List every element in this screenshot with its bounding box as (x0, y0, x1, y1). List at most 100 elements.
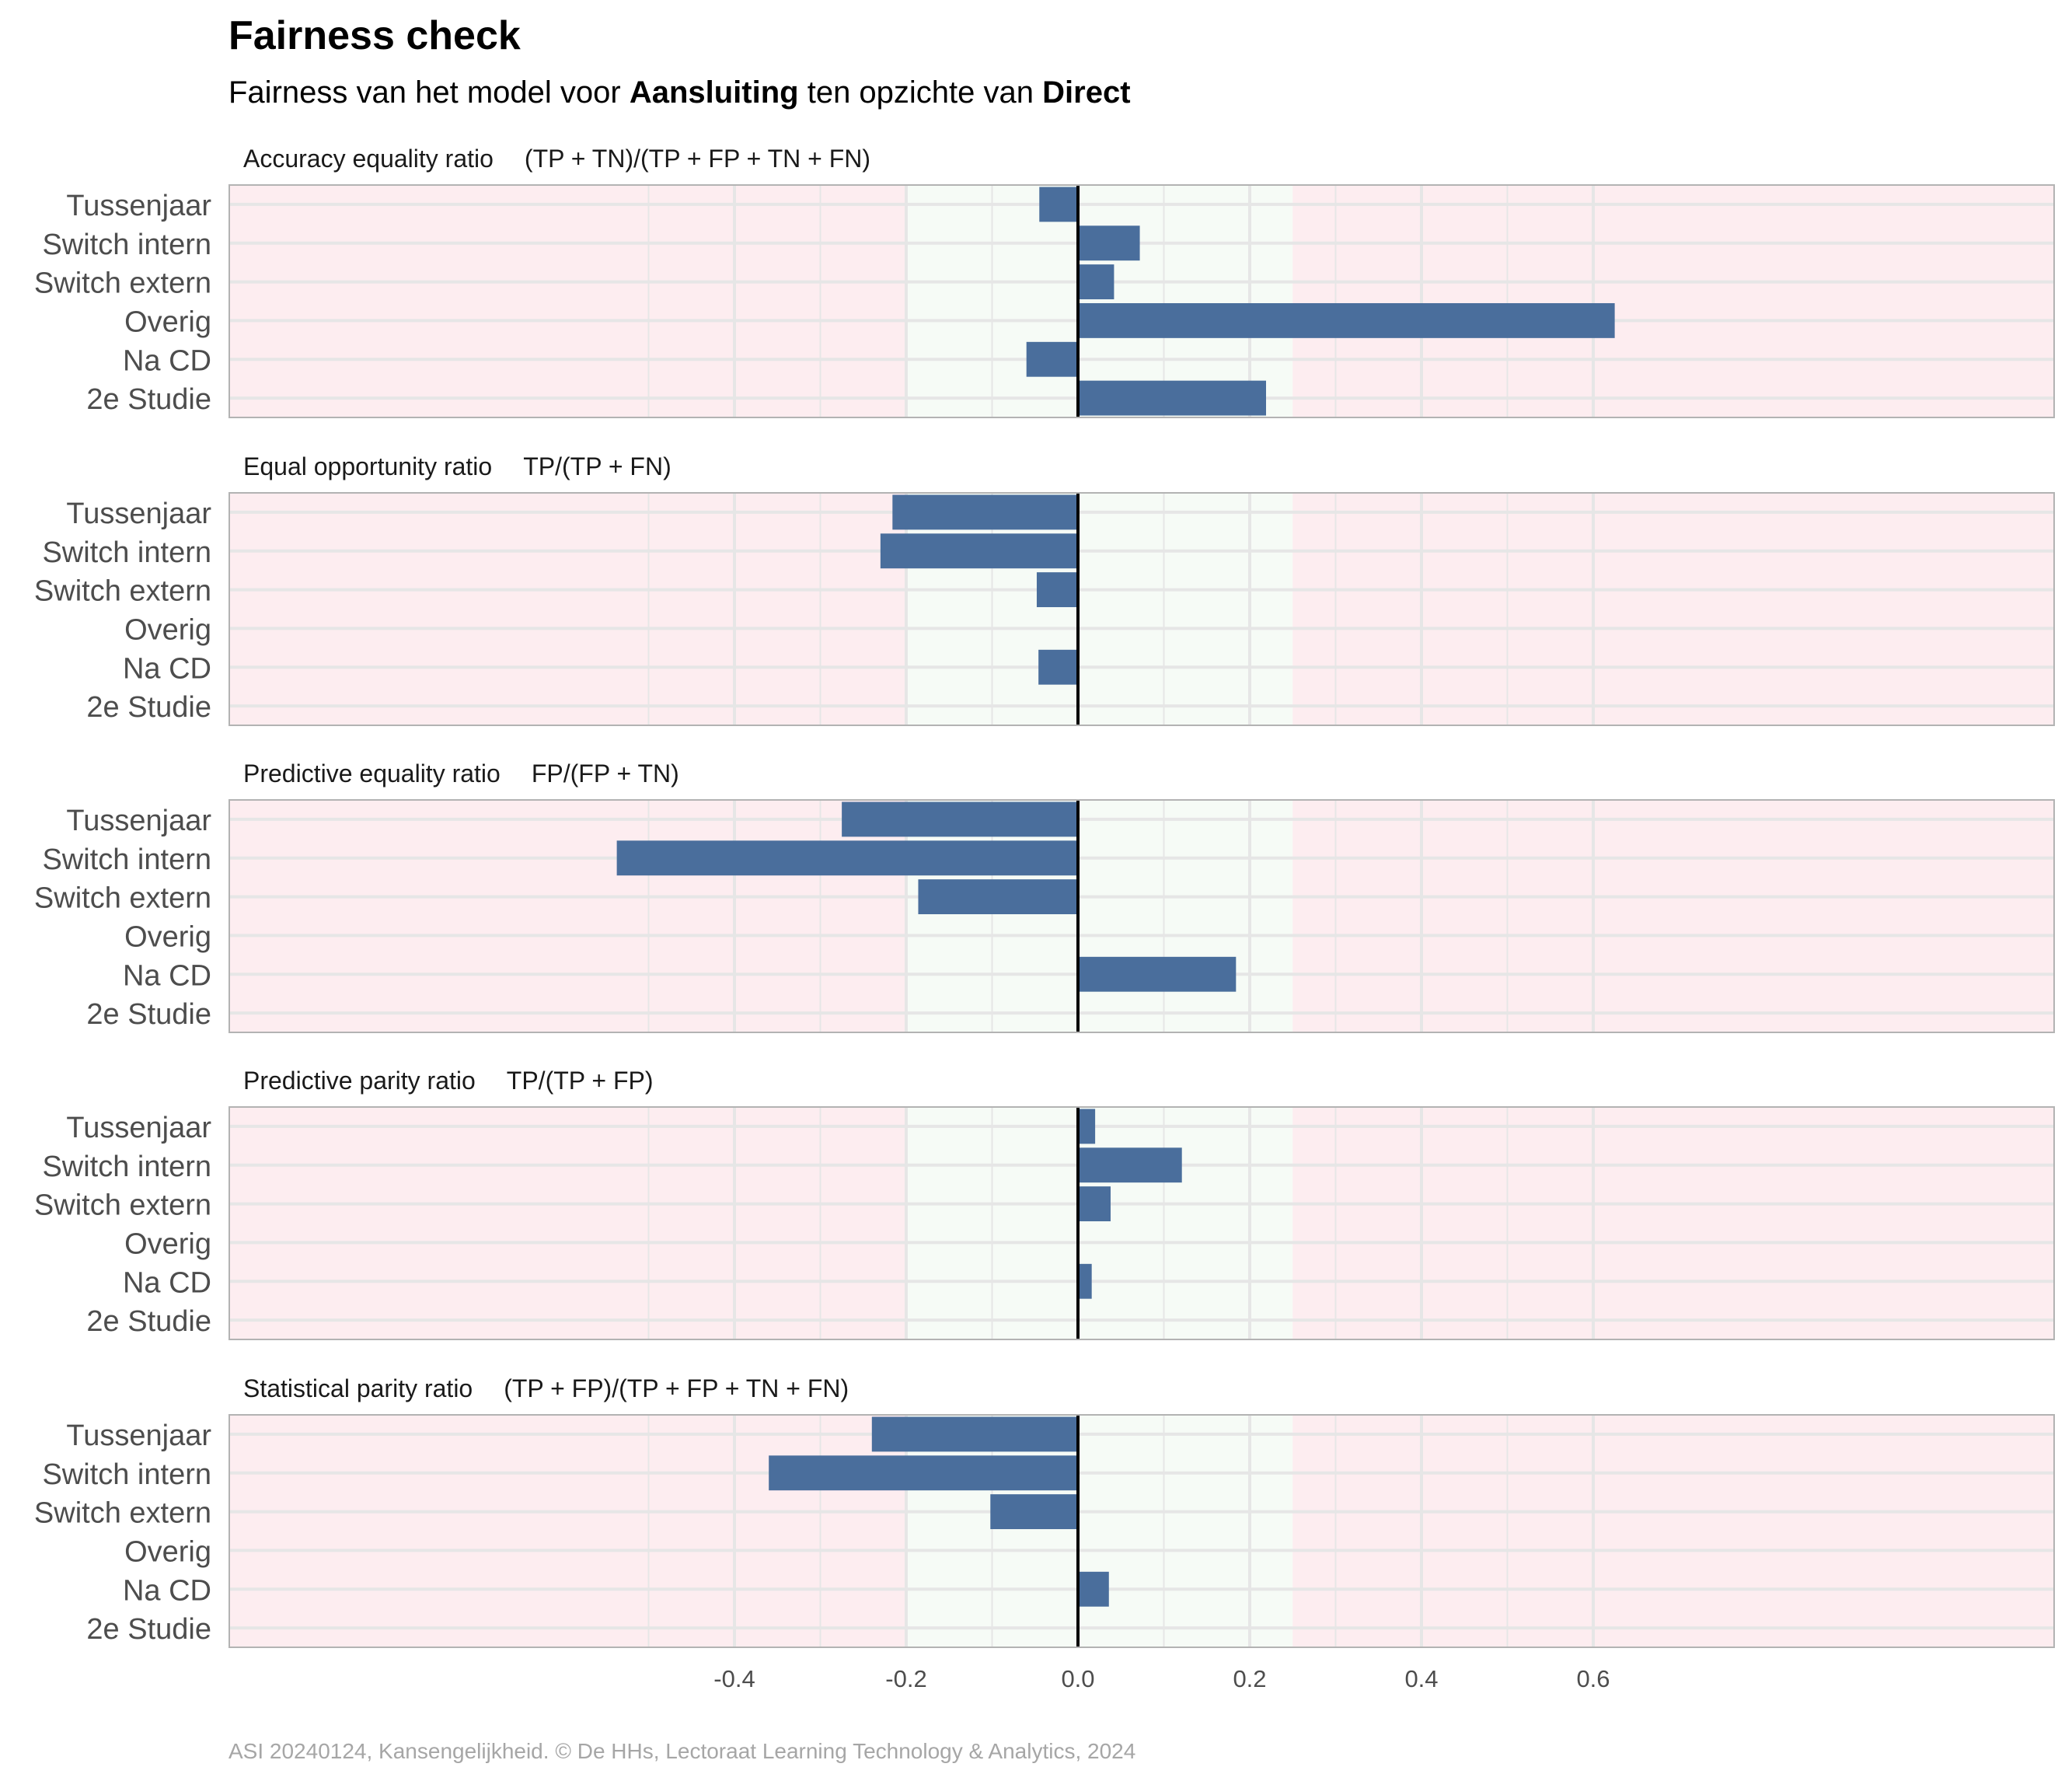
x-tick-label: 0.4 (1404, 1665, 1438, 1692)
unfair-zone-right (1292, 1107, 2054, 1339)
bar-switch-extern (990, 1494, 1078, 1530)
bar-na-cd (1026, 341, 1078, 377)
bar-switch-intern (1078, 1147, 1182, 1183)
bar-na-cd (1038, 649, 1078, 685)
category-label: Overig (124, 1227, 211, 1260)
panel-metric-formula: TP/(TP + FP) (507, 1067, 654, 1095)
x-tick-label: 0.6 (1576, 1665, 1610, 1692)
panel-statistical-parity-ratio: Statistical parity ratio (TP + FP)/(TP + … (34, 1374, 2055, 1648)
panel-metric-formula: TP/(TP + FN) (523, 452, 671, 480)
x-tick-label: -0.4 (713, 1665, 755, 1692)
unfair-zone-left (229, 1415, 906, 1647)
bar-tussenjaar (892, 494, 1078, 530)
category-label: Switch intern (42, 229, 211, 261)
subtitle-prefix: Fairness van het model voor (228, 75, 630, 110)
panel-border (228, 1106, 2055, 1340)
category-label: Tussenjaar (66, 1420, 211, 1452)
fair-zone (906, 1415, 1293, 1647)
panel-metric-name: Statistical parity ratio (243, 1374, 473, 1402)
bar-overig (1078, 302, 1615, 338)
category-label: Na CD (123, 1574, 211, 1607)
fair-zone (906, 185, 1293, 417)
panel-title: Equal opportunity ratio TP/(TP + FN) (243, 452, 671, 480)
chart-subtitle: Fairness van het model voor Aansluiting … (228, 75, 1131, 110)
bar-2e-studie (1078, 380, 1266, 416)
unfair-zone-right (1292, 1415, 2054, 1647)
bar-tussenjaar (871, 1416, 1078, 1452)
category-label: Tussenjaar (66, 190, 211, 222)
unfair-zone-right (1292, 800, 2054, 1032)
panel-title: Statistical parity ratio (TP + FP)/(TP + … (243, 1374, 849, 1402)
subtitle-middle: ten opzichte van (799, 75, 1043, 110)
chart-title: Fairness check (228, 13, 521, 58)
panel-border (228, 799, 2055, 1033)
panel-predictive-parity-ratio: Predictive parity ratio TP/(TP + FP) Tusse… (34, 1067, 2055, 1340)
subtitle-reference: Direct (1042, 75, 1130, 110)
panel-predictive-equality-ratio: Predictive equality ratio FP/(FP + TN) Tus… (34, 760, 2055, 1033)
category-label: 2e Studie (86, 1613, 211, 1646)
category-label: Overig (124, 613, 211, 646)
category-label: Tussenjaar (66, 498, 211, 530)
category-label: Tussenjaar (66, 805, 211, 837)
panel-title: Predictive equality ratio FP/(FP + TN) (243, 760, 679, 787)
category-label: Switch extern (34, 1189, 211, 1222)
panel-accuracy-equality-ratio: Accuracy equality ratio (TP + TN)/(TP + F… (34, 145, 2055, 418)
bar-tussenjaar (1078, 1109, 1096, 1144)
bar-switch-intern (1078, 225, 1140, 261)
subtitle-model: Aansluiting (630, 75, 799, 110)
bar-switch-extern (918, 879, 1078, 915)
bar-switch-intern (616, 840, 1078, 876)
bar-switch-intern (769, 1455, 1078, 1491)
chart-caption: ASI 20240124, Kansengelijkheid. © De HHs… (228, 1739, 1135, 1763)
x-tick-label: 0.0 (1061, 1665, 1094, 1692)
unfair-zone-left (229, 185, 906, 417)
category-label: Switch intern (42, 536, 211, 569)
unfair-zone-left (229, 1107, 906, 1339)
category-label: Tussenjaar (66, 1112, 211, 1144)
panel-equal-opportunity-ratio: Equal opportunity ratio TP/(TP + FN) Tusse… (34, 452, 2055, 726)
category-label: Switch extern (34, 1497, 211, 1530)
x-tick-label: 0.2 (1233, 1665, 1266, 1692)
chart-panels: Accuracy equality ratio (TP + TN)/(TP + F… (34, 145, 2055, 1648)
x-axis: -0.4 -0.2 0.0 0.2 0.4 0.6 (713, 1665, 1610, 1692)
panel-title: Predictive parity ratio TP/(TP + FP) (243, 1067, 654, 1095)
category-label: Switch extern (34, 575, 211, 608)
panel-metric-name: Predictive parity ratio (243, 1067, 476, 1095)
category-label: 2e Studie (86, 691, 211, 724)
category-label: 2e Studie (86, 1305, 211, 1338)
bar-switch-extern (1078, 264, 1114, 300)
panel-title: Accuracy equality ratio (TP + TN)/(TP + F… (243, 145, 870, 173)
panel-metric-name: Equal opportunity ratio (243, 452, 492, 480)
bar-switch-intern (880, 533, 1078, 569)
fair-zone (906, 493, 1293, 725)
bar-tussenjaar (842, 801, 1078, 837)
panel-metric-formula: FP/(FP + TN) (532, 760, 679, 787)
category-label: 2e Studie (86, 998, 211, 1031)
panel-metric-name: Accuracy equality ratio (243, 145, 494, 173)
bar-switch-extern (1078, 1186, 1111, 1222)
unfair-zone-right (1292, 493, 2054, 725)
category-label: Overig (124, 920, 211, 953)
fair-zone (906, 800, 1293, 1032)
panel-border (228, 184, 2055, 418)
category-label: Switch extern (34, 882, 211, 915)
category-label: 2e Studie (86, 383, 211, 416)
panel-metric-formula: (TP + TN)/(TP + FP + TN + FN) (525, 145, 870, 173)
category-label: Na CD (123, 652, 211, 685)
category-label: Switch extern (34, 267, 211, 300)
bar-switch-extern (1036, 572, 1078, 608)
bar-tussenjaar (1039, 187, 1078, 222)
panel-metric-name: Predictive equality ratio (243, 760, 501, 787)
panel-border (228, 492, 2055, 726)
category-label: Switch intern (42, 1151, 211, 1183)
bar-na-cd (1078, 1263, 1092, 1299)
category-label: Overig (124, 1535, 211, 1568)
category-label: Na CD (123, 1266, 211, 1299)
panel-metric-formula: (TP + FP)/(TP + FP + TN + FN) (504, 1374, 849, 1402)
fair-zone (906, 1107, 1293, 1339)
category-label: Overig (124, 306, 211, 338)
unfair-zone-left (229, 493, 906, 725)
category-label: Switch intern (42, 1458, 211, 1491)
panel-border (228, 1414, 2055, 1648)
